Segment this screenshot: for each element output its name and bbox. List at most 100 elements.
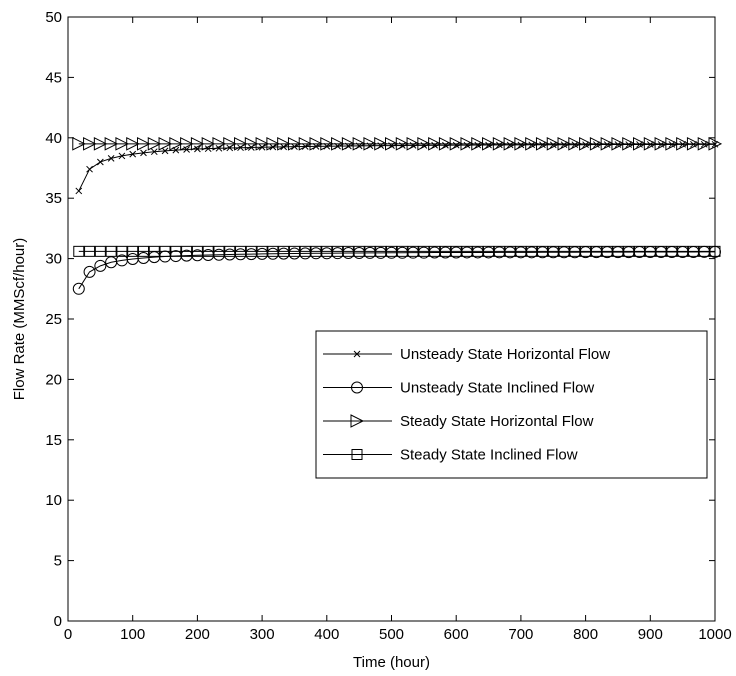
data-point	[654, 137, 669, 151]
data-point	[278, 245, 290, 257]
data-point	[321, 245, 333, 257]
data-point	[472, 245, 484, 257]
data-point	[625, 141, 633, 148]
y-tick-label: 20	[45, 371, 62, 388]
data-point	[299, 245, 311, 257]
legend-label: Unsteady State Inclined Flow	[400, 380, 594, 397]
x-tick-label: 300	[250, 626, 275, 643]
x-tick-label: 800	[573, 626, 598, 643]
data-point	[492, 137, 507, 151]
data-point	[503, 137, 518, 151]
data-point	[698, 245, 710, 257]
data-point	[352, 137, 367, 151]
data-point	[332, 245, 344, 257]
data-point	[633, 137, 647, 151]
data-point	[623, 245, 635, 257]
data-point	[116, 245, 128, 257]
data-point	[364, 245, 376, 257]
data-point	[148, 245, 160, 257]
data-point	[72, 137, 86, 151]
data-point	[170, 245, 182, 257]
legend-label: Unsteady State Horizontal Flow	[400, 346, 610, 363]
data-point	[385, 137, 399, 151]
data-point	[374, 137, 388, 151]
x-axis-title: Time (hour)	[353, 654, 430, 671]
data-point	[668, 141, 676, 148]
data-point	[310, 245, 322, 257]
data-point	[309, 137, 324, 151]
data-point	[514, 137, 529, 151]
legend-marker	[351, 449, 363, 460]
data-point	[223, 137, 237, 151]
data-point	[452, 141, 460, 149]
data-point	[593, 141, 600, 148]
data-point	[201, 137, 216, 151]
data-point	[140, 149, 147, 157]
data-point	[235, 245, 247, 257]
data-point	[644, 245, 656, 257]
series-3	[72, 137, 723, 151]
data-point	[463, 141, 471, 149]
data-point	[697, 137, 712, 151]
plot-frame	[67, 16, 716, 622]
y-tick-label: 0	[54, 613, 62, 630]
data-point	[191, 245, 203, 257]
data-point	[288, 245, 300, 257]
data-point	[471, 137, 485, 151]
data-point	[181, 245, 193, 257]
data-point	[212, 137, 227, 151]
data-point	[579, 137, 593, 151]
data-point	[234, 137, 248, 151]
legend-label: Steady State Horizontal Flow	[400, 413, 594, 430]
x-tick-label: 600	[444, 626, 469, 643]
data-point	[611, 137, 626, 151]
data-point	[386, 245, 397, 257]
data-point	[428, 137, 442, 151]
data-point	[539, 141, 546, 149]
data-point	[331, 137, 345, 151]
data-point	[93, 137, 108, 151]
y-axis-title: Flow Rate (MMScf/hour)	[11, 238, 28, 401]
data-point	[547, 245, 559, 257]
data-point	[161, 147, 169, 155]
data-point	[634, 245, 646, 257]
data-point	[571, 141, 579, 149]
legend: Unsteady State Horizontal Flow Unsteady S…	[315, 330, 708, 479]
data-point	[94, 259, 107, 272]
data-point	[474, 141, 482, 149]
data-point	[655, 245, 667, 257]
data-point	[396, 245, 408, 257]
data-point	[666, 245, 678, 257]
data-point	[406, 137, 421, 151]
data-point	[255, 137, 270, 151]
data-point	[150, 148, 158, 156]
y-tick-label: 15	[45, 432, 62, 449]
ticks-layer: 0 100 200 300 400 500 600 700 800 900 1000 0 5 10 15 20…	[45, 9, 731, 643]
x-tick-label: 100	[120, 626, 145, 643]
data-point	[558, 245, 570, 257]
data-point	[126, 137, 140, 151]
data-point	[546, 137, 561, 151]
data-point	[363, 137, 378, 151]
data-point	[395, 137, 410, 151]
data-point	[528, 141, 536, 149]
data-point	[582, 141, 589, 149]
data-point	[245, 245, 257, 257]
data-point	[549, 141, 557, 149]
data-point	[418, 245, 430, 257]
data-point	[560, 141, 568, 149]
data-point	[353, 245, 365, 257]
data-point	[495, 141, 503, 149]
data-point	[438, 137, 453, 151]
data-point	[298, 137, 313, 151]
y-tick-label: 45	[45, 69, 62, 86]
x-tick-label: 400	[314, 626, 339, 643]
y-tick-label: 5	[54, 553, 62, 570]
data-point	[266, 137, 281, 151]
data-point	[105, 245, 117, 257]
y-tick-label: 25	[45, 311, 62, 328]
data-point	[535, 137, 550, 151]
data-point	[504, 245, 516, 257]
data-point	[557, 137, 572, 151]
data-point	[244, 137, 259, 151]
